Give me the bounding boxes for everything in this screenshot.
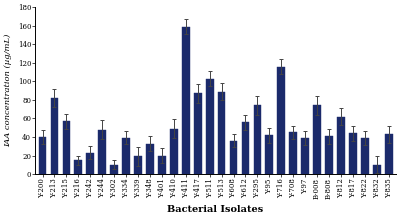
Bar [146, 143, 154, 174]
Bar [74, 160, 82, 174]
Bar [218, 92, 226, 174]
Bar [158, 156, 166, 174]
Bar [182, 27, 190, 174]
Bar [230, 141, 237, 174]
Bar [122, 138, 130, 174]
Bar [86, 153, 94, 174]
Bar [254, 106, 261, 174]
Bar [242, 122, 249, 174]
Bar [325, 136, 333, 174]
Bar [373, 165, 381, 174]
Bar [194, 94, 202, 174]
Bar [313, 106, 321, 174]
Bar [289, 132, 297, 174]
Bar [385, 134, 392, 174]
Bar [51, 98, 58, 174]
Bar [134, 157, 142, 174]
Bar [277, 66, 285, 174]
X-axis label: Bacterial Isolates: Bacterial Isolates [168, 205, 264, 214]
Bar [266, 135, 273, 174]
Bar [98, 129, 106, 174]
Bar [39, 137, 46, 174]
Bar [206, 78, 214, 174]
Y-axis label: IAA concentration (µg/mL): IAA concentration (µg/mL) [4, 34, 12, 147]
Bar [337, 117, 345, 174]
Bar [170, 129, 178, 174]
Bar [349, 133, 357, 174]
Bar [62, 121, 70, 174]
Bar [301, 138, 309, 174]
Bar [110, 165, 118, 174]
Bar [361, 138, 369, 174]
